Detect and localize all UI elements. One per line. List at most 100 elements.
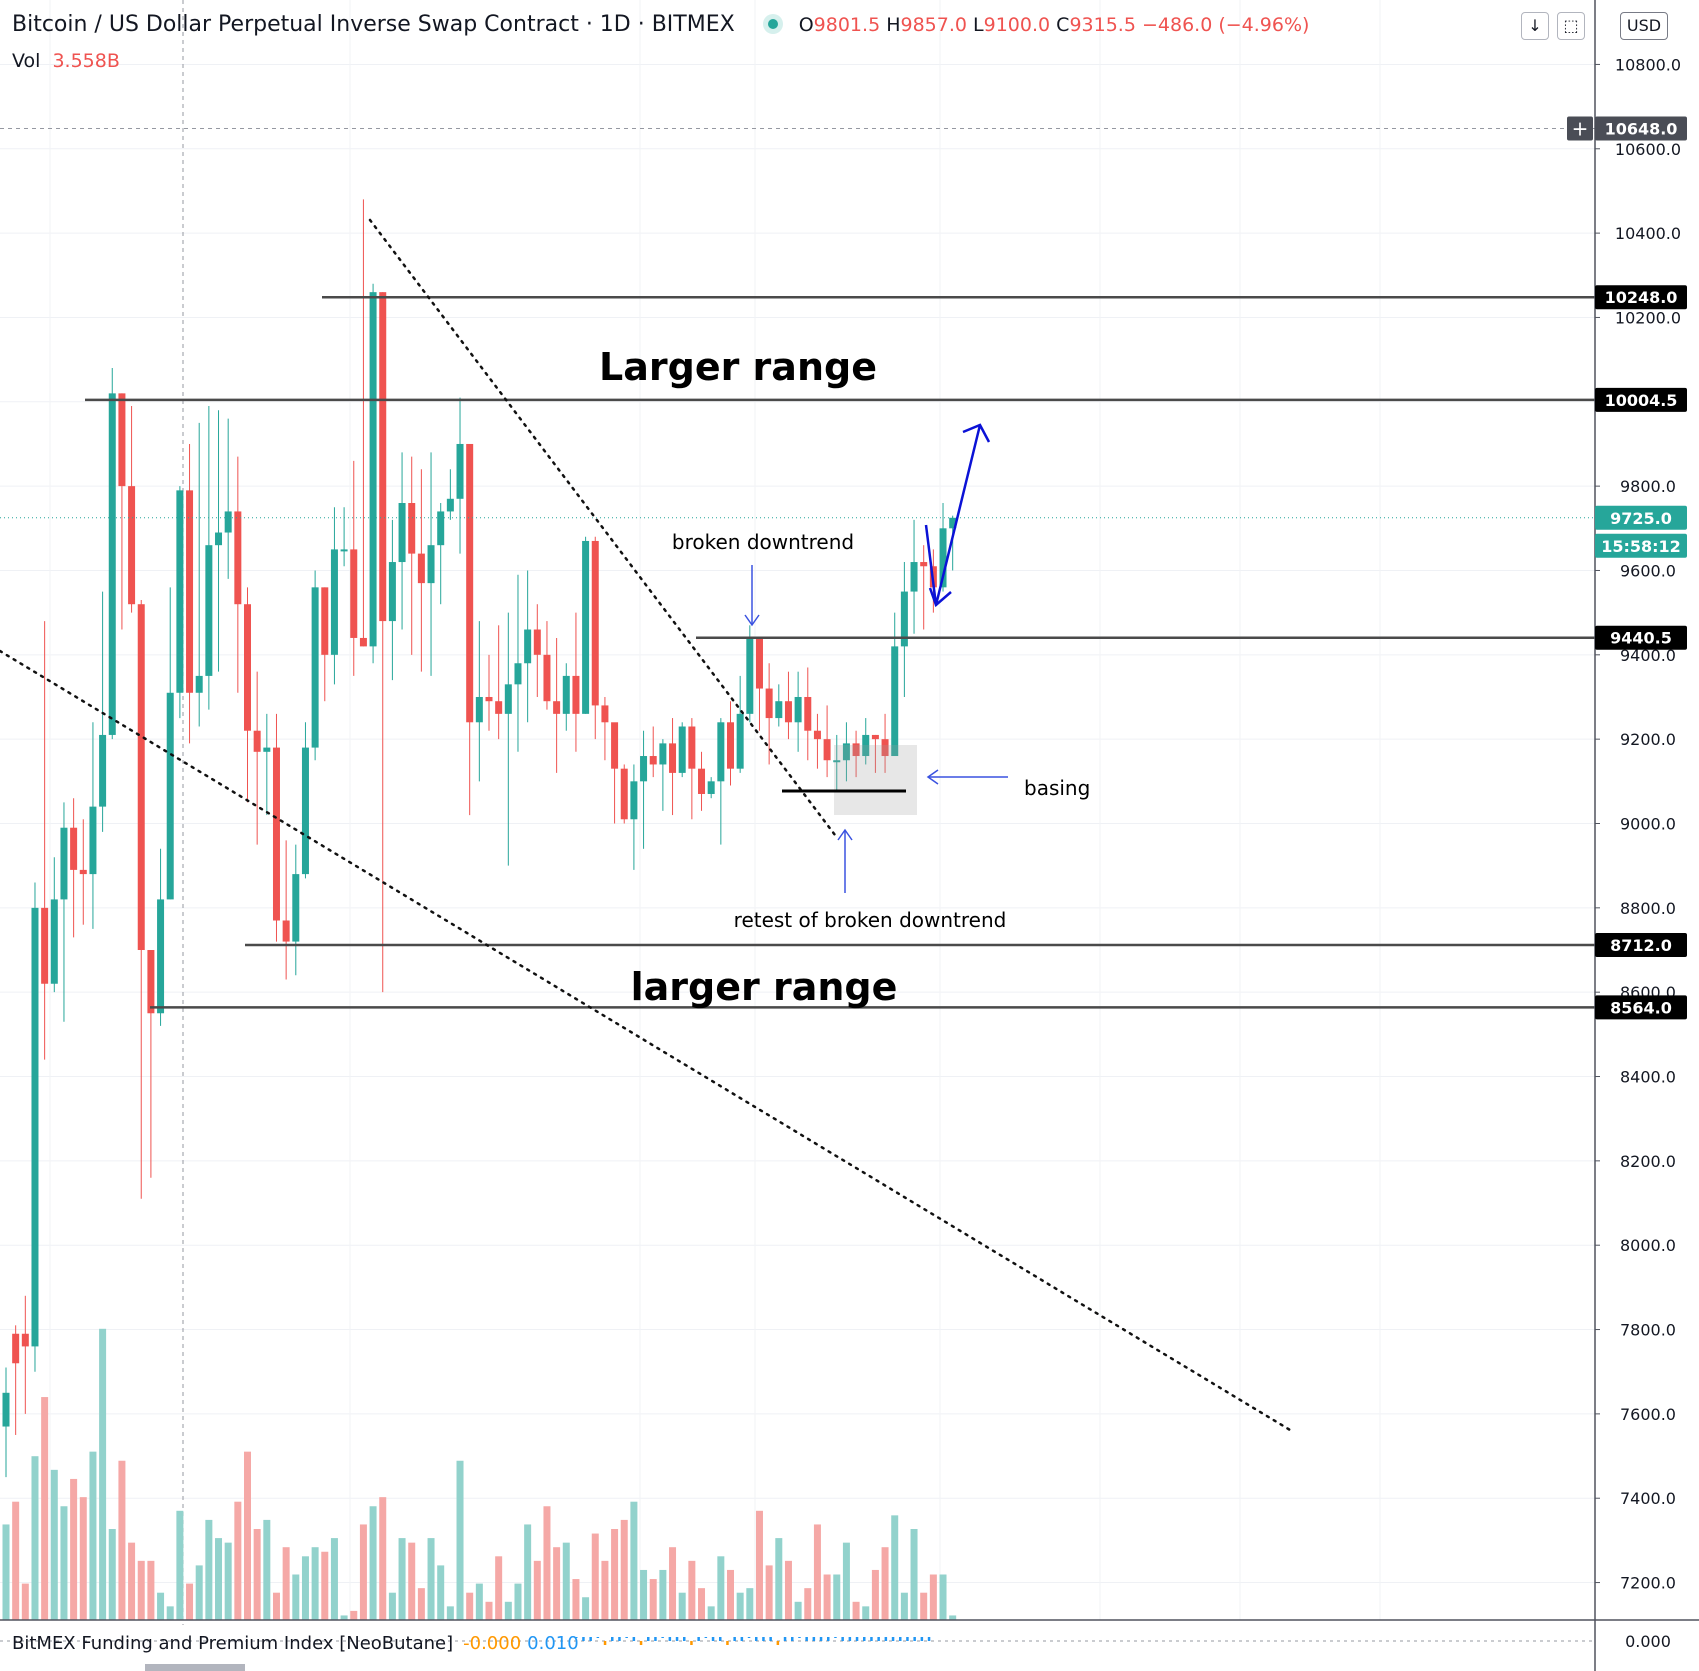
candle-body <box>147 950 155 1014</box>
open-value: 9801.5 <box>813 14 881 36</box>
crosshair-price-tag <box>1595 116 1687 141</box>
candle-body <box>398 503 406 563</box>
level-label: 10248.0 <box>1605 288 1678 307</box>
close-value: 9315.5 <box>1069 14 1136 36</box>
crosshair-price-label: 10648.0 <box>1605 120 1678 139</box>
candle-body <box>591 540 599 706</box>
candle-body <box>2 1392 10 1427</box>
volume-bar <box>688 1560 696 1620</box>
funding-mark <box>834 1637 837 1638</box>
volume-value: 3.558B <box>52 50 120 72</box>
countdown-tag <box>1595 533 1687 558</box>
volume-bar <box>707 1606 715 1620</box>
high-value: 9857.0 <box>900 14 967 36</box>
candle-body <box>446 498 454 512</box>
arrow-head <box>928 587 952 608</box>
price-tick-label: 8000.0 <box>1620 1236 1676 1255</box>
volume-bar <box>50 1469 58 1620</box>
volume-bar <box>659 1569 667 1620</box>
volume-bar <box>350 1610 358 1620</box>
price-tick-label: 7200.0 <box>1620 1574 1676 1593</box>
volume-bar <box>949 1615 957 1620</box>
volume-bar <box>495 1556 503 1620</box>
candle-body <box>823 739 831 761</box>
candle-body <box>417 553 425 584</box>
candle-body <box>736 713 744 769</box>
candle-body <box>330 549 338 655</box>
volume-bar <box>804 1588 812 1620</box>
volume-bar <box>128 1542 136 1620</box>
drawing-overlays <box>0 218 1595 1432</box>
volume-bar <box>311 1547 319 1620</box>
fullscreen-icon: ⬚ <box>1563 16 1579 35</box>
level-tag <box>1595 995 1687 1020</box>
download-button[interactable]: ↓ <box>1521 12 1549 40</box>
funding-mark <box>863 1637 866 1641</box>
candle-body <box>205 545 213 676</box>
candle-body <box>852 743 860 757</box>
volume-bar <box>195 1565 203 1620</box>
candle-body <box>292 874 300 942</box>
candle-body <box>949 517 957 529</box>
funding-mark <box>625 1637 628 1638</box>
candle-body <box>775 701 783 719</box>
price-tick-label: 10400.0 <box>1615 224 1681 243</box>
funding-mark <box>632 1637 636 1641</box>
candle-body <box>244 604 251 731</box>
price-tick-label: 9000.0 <box>1620 814 1676 833</box>
funding-mark <box>791 1637 794 1641</box>
indicator-value-b: 0.010 <box>527 1633 579 1654</box>
downtrend-line <box>368 218 837 837</box>
candle-body <box>388 562 396 622</box>
candle-body <box>475 696 483 723</box>
candle-body <box>871 734 879 740</box>
funding-axis-label: 0.000 <box>1625 1632 1671 1651</box>
currency-badge[interactable]: USD <box>1620 12 1668 40</box>
candle-body <box>543 654 551 702</box>
volume-label: Vol <box>12 50 41 72</box>
candle-body <box>359 637 367 647</box>
volume-bar <box>176 1510 184 1620</box>
candle-body <box>31 907 39 1347</box>
candle-body <box>514 663 522 685</box>
candle-body <box>784 701 792 723</box>
funding-mark <box>719 1637 722 1641</box>
time-scrollbar[interactable] <box>145 1664 245 1671</box>
arrow-head <box>837 828 853 841</box>
volume-bar <box>79 1497 87 1620</box>
candle-body <box>794 696 802 723</box>
candle-body <box>224 511 232 533</box>
volume-bar <box>41 1397 49 1620</box>
indicator-value-a: -0.000 <box>463 1633 522 1654</box>
candle-body <box>128 486 136 605</box>
funding-mark <box>668 1637 672 1641</box>
level-tag <box>1595 625 1687 650</box>
candle-body <box>900 591 908 647</box>
price-tick-label: 8200.0 <box>1620 1152 1676 1171</box>
fullscreen-button[interactable]: ⬚ <box>1557 12 1585 40</box>
funding-mark <box>819 1637 823 1641</box>
candle-body <box>495 701 503 714</box>
larger-range-top-label: Larger range <box>599 345 877 389</box>
funding-mark <box>654 1637 657 1641</box>
volume-bar <box>427 1538 435 1620</box>
candle-body <box>562 675 570 714</box>
volume-bar <box>582 1597 590 1620</box>
volume-bar <box>301 1556 309 1620</box>
funding-mark <box>661 1637 664 1638</box>
volume-bar <box>340 1615 348 1620</box>
funding-mark <box>704 1637 708 1638</box>
volume-bar <box>871 1569 879 1620</box>
volume-bar <box>591 1533 599 1620</box>
candle-body <box>659 743 667 765</box>
level-label: 8712.0 <box>1610 936 1672 955</box>
volume-bar <box>446 1606 454 1620</box>
volume-bar <box>698 1588 706 1620</box>
volume-bar <box>852 1601 860 1620</box>
candle-body <box>833 760 841 763</box>
volume-bar <box>99 1328 107 1620</box>
candle-body <box>50 899 58 984</box>
funding-mark <box>582 1637 585 1641</box>
